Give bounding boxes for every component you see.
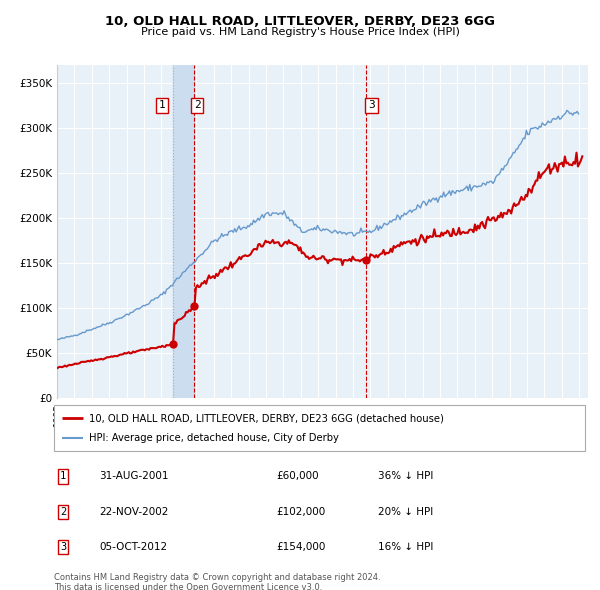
Text: Contains HM Land Registry data © Crown copyright and database right 2024.: Contains HM Land Registry data © Crown c…	[54, 573, 380, 582]
Text: 1: 1	[158, 100, 165, 110]
Text: £154,000: £154,000	[276, 542, 325, 552]
Text: 05-OCT-2012: 05-OCT-2012	[99, 542, 167, 552]
Text: £60,000: £60,000	[276, 471, 319, 481]
Text: This data is licensed under the Open Government Licence v3.0.: This data is licensed under the Open Gov…	[54, 583, 322, 590]
Text: 3: 3	[60, 542, 66, 552]
Text: 2: 2	[60, 507, 66, 517]
Text: 1: 1	[60, 471, 66, 481]
Text: 36% ↓ HPI: 36% ↓ HPI	[378, 471, 433, 481]
Text: HPI: Average price, detached house, City of Derby: HPI: Average price, detached house, City…	[89, 434, 338, 444]
Text: 3: 3	[368, 100, 375, 110]
Text: 10, OLD HALL ROAD, LITTLEOVER, DERBY, DE23 6GG: 10, OLD HALL ROAD, LITTLEOVER, DERBY, DE…	[105, 15, 495, 28]
Text: 20% ↓ HPI: 20% ↓ HPI	[378, 507, 433, 517]
Text: £102,000: £102,000	[276, 507, 325, 517]
Bar	[173, 65, 194, 398]
Text: 10, OLD HALL ROAD, LITTLEOVER, DERBY, DE23 6GG (detached house): 10, OLD HALL ROAD, LITTLEOVER, DERBY, DE…	[89, 413, 443, 423]
Text: 2: 2	[194, 100, 200, 110]
Text: 31-AUG-2001: 31-AUG-2001	[99, 471, 169, 481]
Text: 16% ↓ HPI: 16% ↓ HPI	[378, 542, 433, 552]
Text: 22-NOV-2002: 22-NOV-2002	[99, 507, 169, 517]
Text: Price paid vs. HM Land Registry's House Price Index (HPI): Price paid vs. HM Land Registry's House …	[140, 27, 460, 37]
